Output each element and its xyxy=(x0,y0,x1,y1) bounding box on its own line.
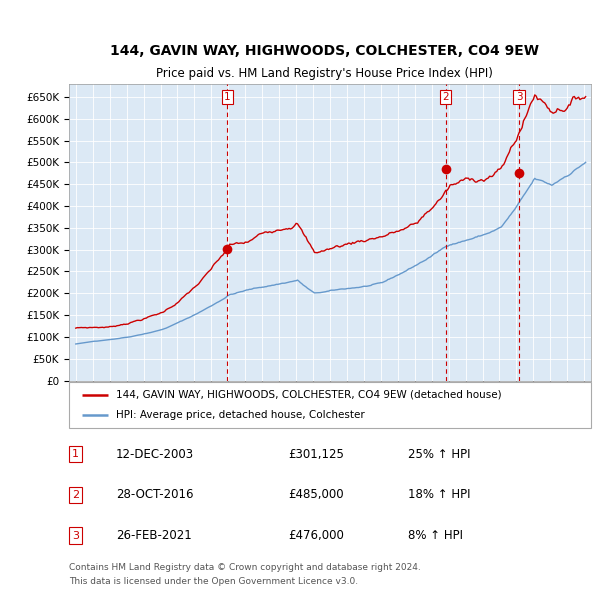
Text: This data is licensed under the Open Government Licence v3.0.: This data is licensed under the Open Gov… xyxy=(69,576,358,586)
Text: HPI: Average price, detached house, Colchester: HPI: Average price, detached house, Colc… xyxy=(116,411,365,421)
Text: £485,000: £485,000 xyxy=(288,489,344,502)
Text: 2: 2 xyxy=(72,490,79,500)
Text: £301,125: £301,125 xyxy=(288,448,344,461)
Text: 26-FEB-2021: 26-FEB-2021 xyxy=(116,529,192,542)
Text: Price paid vs. HM Land Registry's House Price Index (HPI): Price paid vs. HM Land Registry's House … xyxy=(155,67,493,80)
Text: 18% ↑ HPI: 18% ↑ HPI xyxy=(409,489,471,502)
Text: 3: 3 xyxy=(72,530,79,540)
FancyBboxPatch shape xyxy=(69,382,591,428)
Text: Contains HM Land Registry data © Crown copyright and database right 2024.: Contains HM Land Registry data © Crown c… xyxy=(69,563,421,572)
Text: 3: 3 xyxy=(515,92,522,102)
Text: £476,000: £476,000 xyxy=(288,529,344,542)
Text: 1: 1 xyxy=(72,449,79,459)
Text: 1: 1 xyxy=(224,92,231,102)
Text: 28-OCT-2016: 28-OCT-2016 xyxy=(116,489,193,502)
Text: 25% ↑ HPI: 25% ↑ HPI xyxy=(409,448,471,461)
Text: 2: 2 xyxy=(442,92,449,102)
Text: 144, GAVIN WAY, HIGHWOODS, COLCHESTER, CO4 9EW: 144, GAVIN WAY, HIGHWOODS, COLCHESTER, C… xyxy=(110,44,539,58)
Text: 12-DEC-2003: 12-DEC-2003 xyxy=(116,448,194,461)
Text: 8% ↑ HPI: 8% ↑ HPI xyxy=(409,529,463,542)
Text: 144, GAVIN WAY, HIGHWOODS, COLCHESTER, CO4 9EW (detached house): 144, GAVIN WAY, HIGHWOODS, COLCHESTER, C… xyxy=(116,389,502,399)
